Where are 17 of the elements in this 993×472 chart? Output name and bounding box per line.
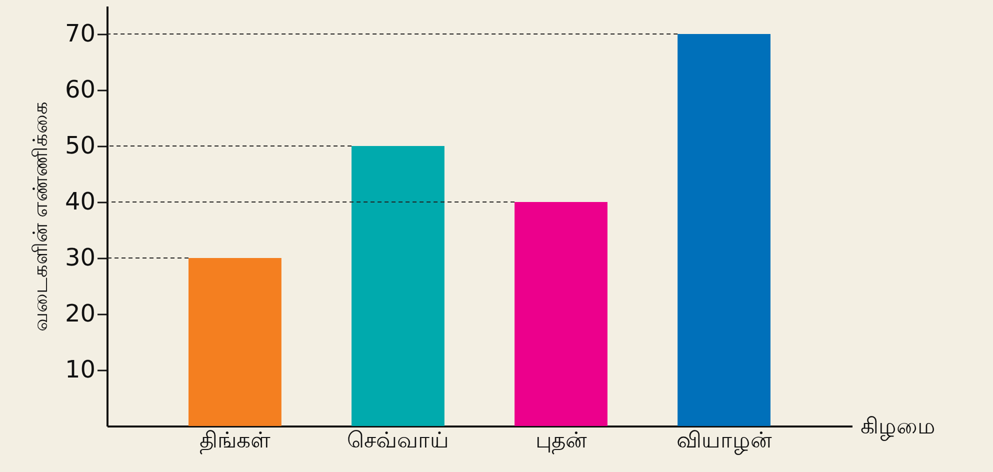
y-tick-label: 40 <box>64 188 96 216</box>
y-tick-label: 10 <box>64 356 96 384</box>
y-tick-label: 70 <box>64 20 96 48</box>
x-tick-label: செவ்வாய் <box>346 428 449 454</box>
x-tick-label: வியாழன் <box>676 428 773 454</box>
bar <box>188 258 282 426</box>
bar <box>352 146 444 426</box>
x-axis-title: கிழமை <box>860 414 936 440</box>
bar <box>514 202 608 426</box>
x-tick-label: புதன் <box>536 428 588 454</box>
y-tick-label: 60 <box>64 76 96 104</box>
bar <box>678 34 770 426</box>
y-tick-label: 30 <box>64 244 96 272</box>
y-axis-title: வடைகளின் எண்ணிக்கை <box>28 101 52 332</box>
x-tick-label: திங்கள் <box>199 428 270 454</box>
y-tick-label: 50 <box>64 132 96 160</box>
y-tick-label: 20 <box>64 300 96 328</box>
